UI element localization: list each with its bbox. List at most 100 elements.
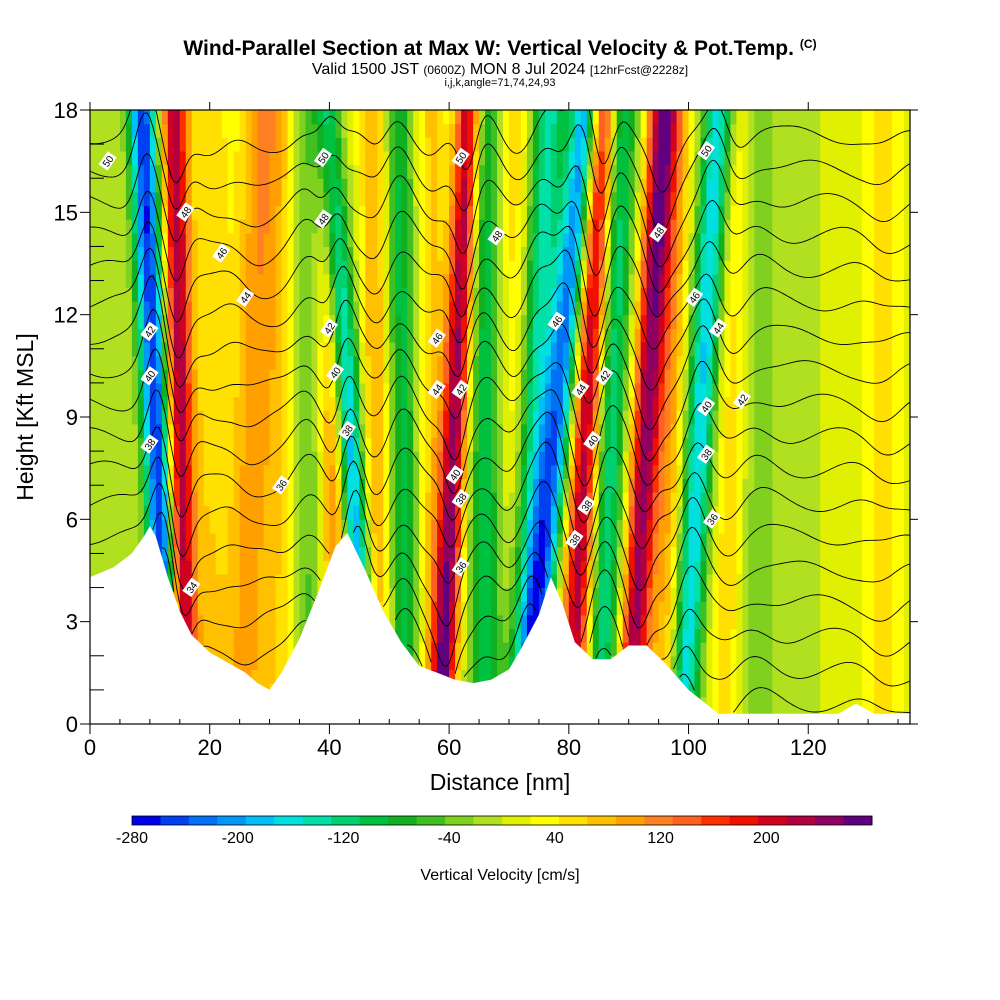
velocity-cell — [580, 123, 588, 138]
velocity-cell — [251, 137, 259, 152]
velocity-cell — [269, 505, 277, 520]
velocity-cell — [742, 669, 749, 684]
velocity-cell — [508, 273, 516, 288]
velocity-cell — [107, 137, 115, 152]
velocity-cell — [598, 382, 606, 398]
velocity-cell — [191, 532, 199, 548]
velocity-cell — [131, 382, 139, 398]
velocity-cell — [323, 246, 331, 261]
velocity-cell — [455, 314, 462, 329]
velocity-cell — [514, 191, 522, 207]
velocity-cell — [628, 628, 636, 643]
velocity-cell — [401, 219, 408, 234]
velocity-cell — [389, 423, 396, 439]
velocity-cell — [520, 532, 528, 548]
velocity-cell — [467, 669, 474, 684]
velocity-cell — [275, 232, 283, 248]
velocity-cell — [556, 273, 564, 288]
velocity-cell — [664, 219, 672, 234]
velocity-cell — [652, 123, 660, 138]
velocity-cell — [161, 546, 169, 561]
velocity-cell — [389, 287, 396, 302]
velocity-cell — [700, 423, 708, 439]
velocity-cell — [269, 382, 277, 398]
velocity-cell — [568, 546, 576, 561]
velocity-cell — [275, 314, 283, 329]
velocity-cell — [257, 205, 265, 220]
velocity-cell — [628, 205, 636, 220]
velocity-cell — [317, 246, 325, 261]
velocity-cell — [455, 178, 462, 193]
velocity-cell — [173, 178, 181, 193]
velocity-cell — [520, 137, 528, 152]
velocity-cell — [646, 396, 654, 411]
velocity-cell — [634, 301, 642, 316]
velocity-cell — [700, 573, 708, 589]
velocity-cell — [185, 423, 193, 439]
velocity-cell — [682, 546, 690, 561]
velocity-cell — [520, 110, 528, 125]
velocity-cell — [107, 492, 115, 507]
velocity-cell — [161, 137, 169, 152]
velocity-cell — [652, 301, 660, 316]
velocity-cell — [526, 587, 534, 602]
velocity-cell — [221, 328, 229, 343]
velocity-cell — [610, 287, 618, 302]
velocity-cell — [586, 219, 594, 234]
velocity-cell — [335, 273, 342, 288]
velocity-cell — [191, 410, 199, 425]
velocity-cell — [119, 464, 127, 479]
velocity-cell — [347, 178, 354, 193]
velocity-cell — [167, 369, 175, 384]
velocity-cell — [245, 423, 253, 439]
velocity-cell — [700, 601, 708, 616]
velocity-cell — [634, 478, 642, 493]
velocity-cell — [562, 287, 570, 302]
velocity-cell — [371, 341, 378, 357]
velocity-cell — [491, 628, 498, 643]
velocity-cell — [526, 614, 534, 630]
velocity-cell — [281, 219, 289, 234]
velocity-cell — [389, 205, 396, 220]
velocity-cell — [437, 601, 444, 616]
velocity-cell — [479, 546, 486, 561]
velocity-cell — [730, 287, 738, 302]
velocity-cell — [149, 451, 157, 466]
velocity-cell — [437, 519, 444, 534]
velocity-cell — [245, 355, 253, 370]
velocity-cell — [628, 110, 636, 125]
velocity-cell — [730, 478, 738, 493]
velocity-cell — [520, 492, 528, 507]
velocity-cell — [311, 205, 319, 220]
velocity-cell — [443, 191, 450, 207]
velocity-cell — [526, 287, 534, 302]
velocity-cell — [341, 110, 348, 125]
velocity-cell — [628, 219, 636, 234]
velocity-cell — [305, 150, 313, 166]
velocity-cell — [191, 505, 199, 520]
velocity-cell — [550, 232, 558, 248]
velocity-cell — [227, 532, 235, 548]
velocity-cell — [467, 423, 474, 439]
velocity-cell — [622, 573, 630, 589]
velocity-cell — [221, 219, 229, 234]
velocity-cell — [592, 628, 600, 643]
velocity-cell — [251, 219, 259, 234]
velocity-cell — [275, 546, 283, 561]
velocity-cell — [658, 382, 666, 398]
velocity-cell — [508, 437, 516, 452]
velocity-cell — [389, 464, 396, 479]
velocity-cell — [389, 396, 396, 411]
velocity-cell — [562, 341, 570, 357]
velocity-cell — [245, 314, 253, 329]
velocity-cell — [485, 232, 492, 248]
velocity-cell — [664, 655, 672, 671]
velocity-cell — [431, 464, 438, 479]
velocity-cell — [473, 437, 480, 452]
velocity-cell — [574, 137, 582, 152]
velocity-cell — [586, 628, 594, 643]
velocity-cell — [449, 437, 456, 452]
velocity-cell — [323, 519, 331, 534]
velocity-cell — [413, 382, 420, 398]
velocity-cell — [365, 492, 372, 507]
